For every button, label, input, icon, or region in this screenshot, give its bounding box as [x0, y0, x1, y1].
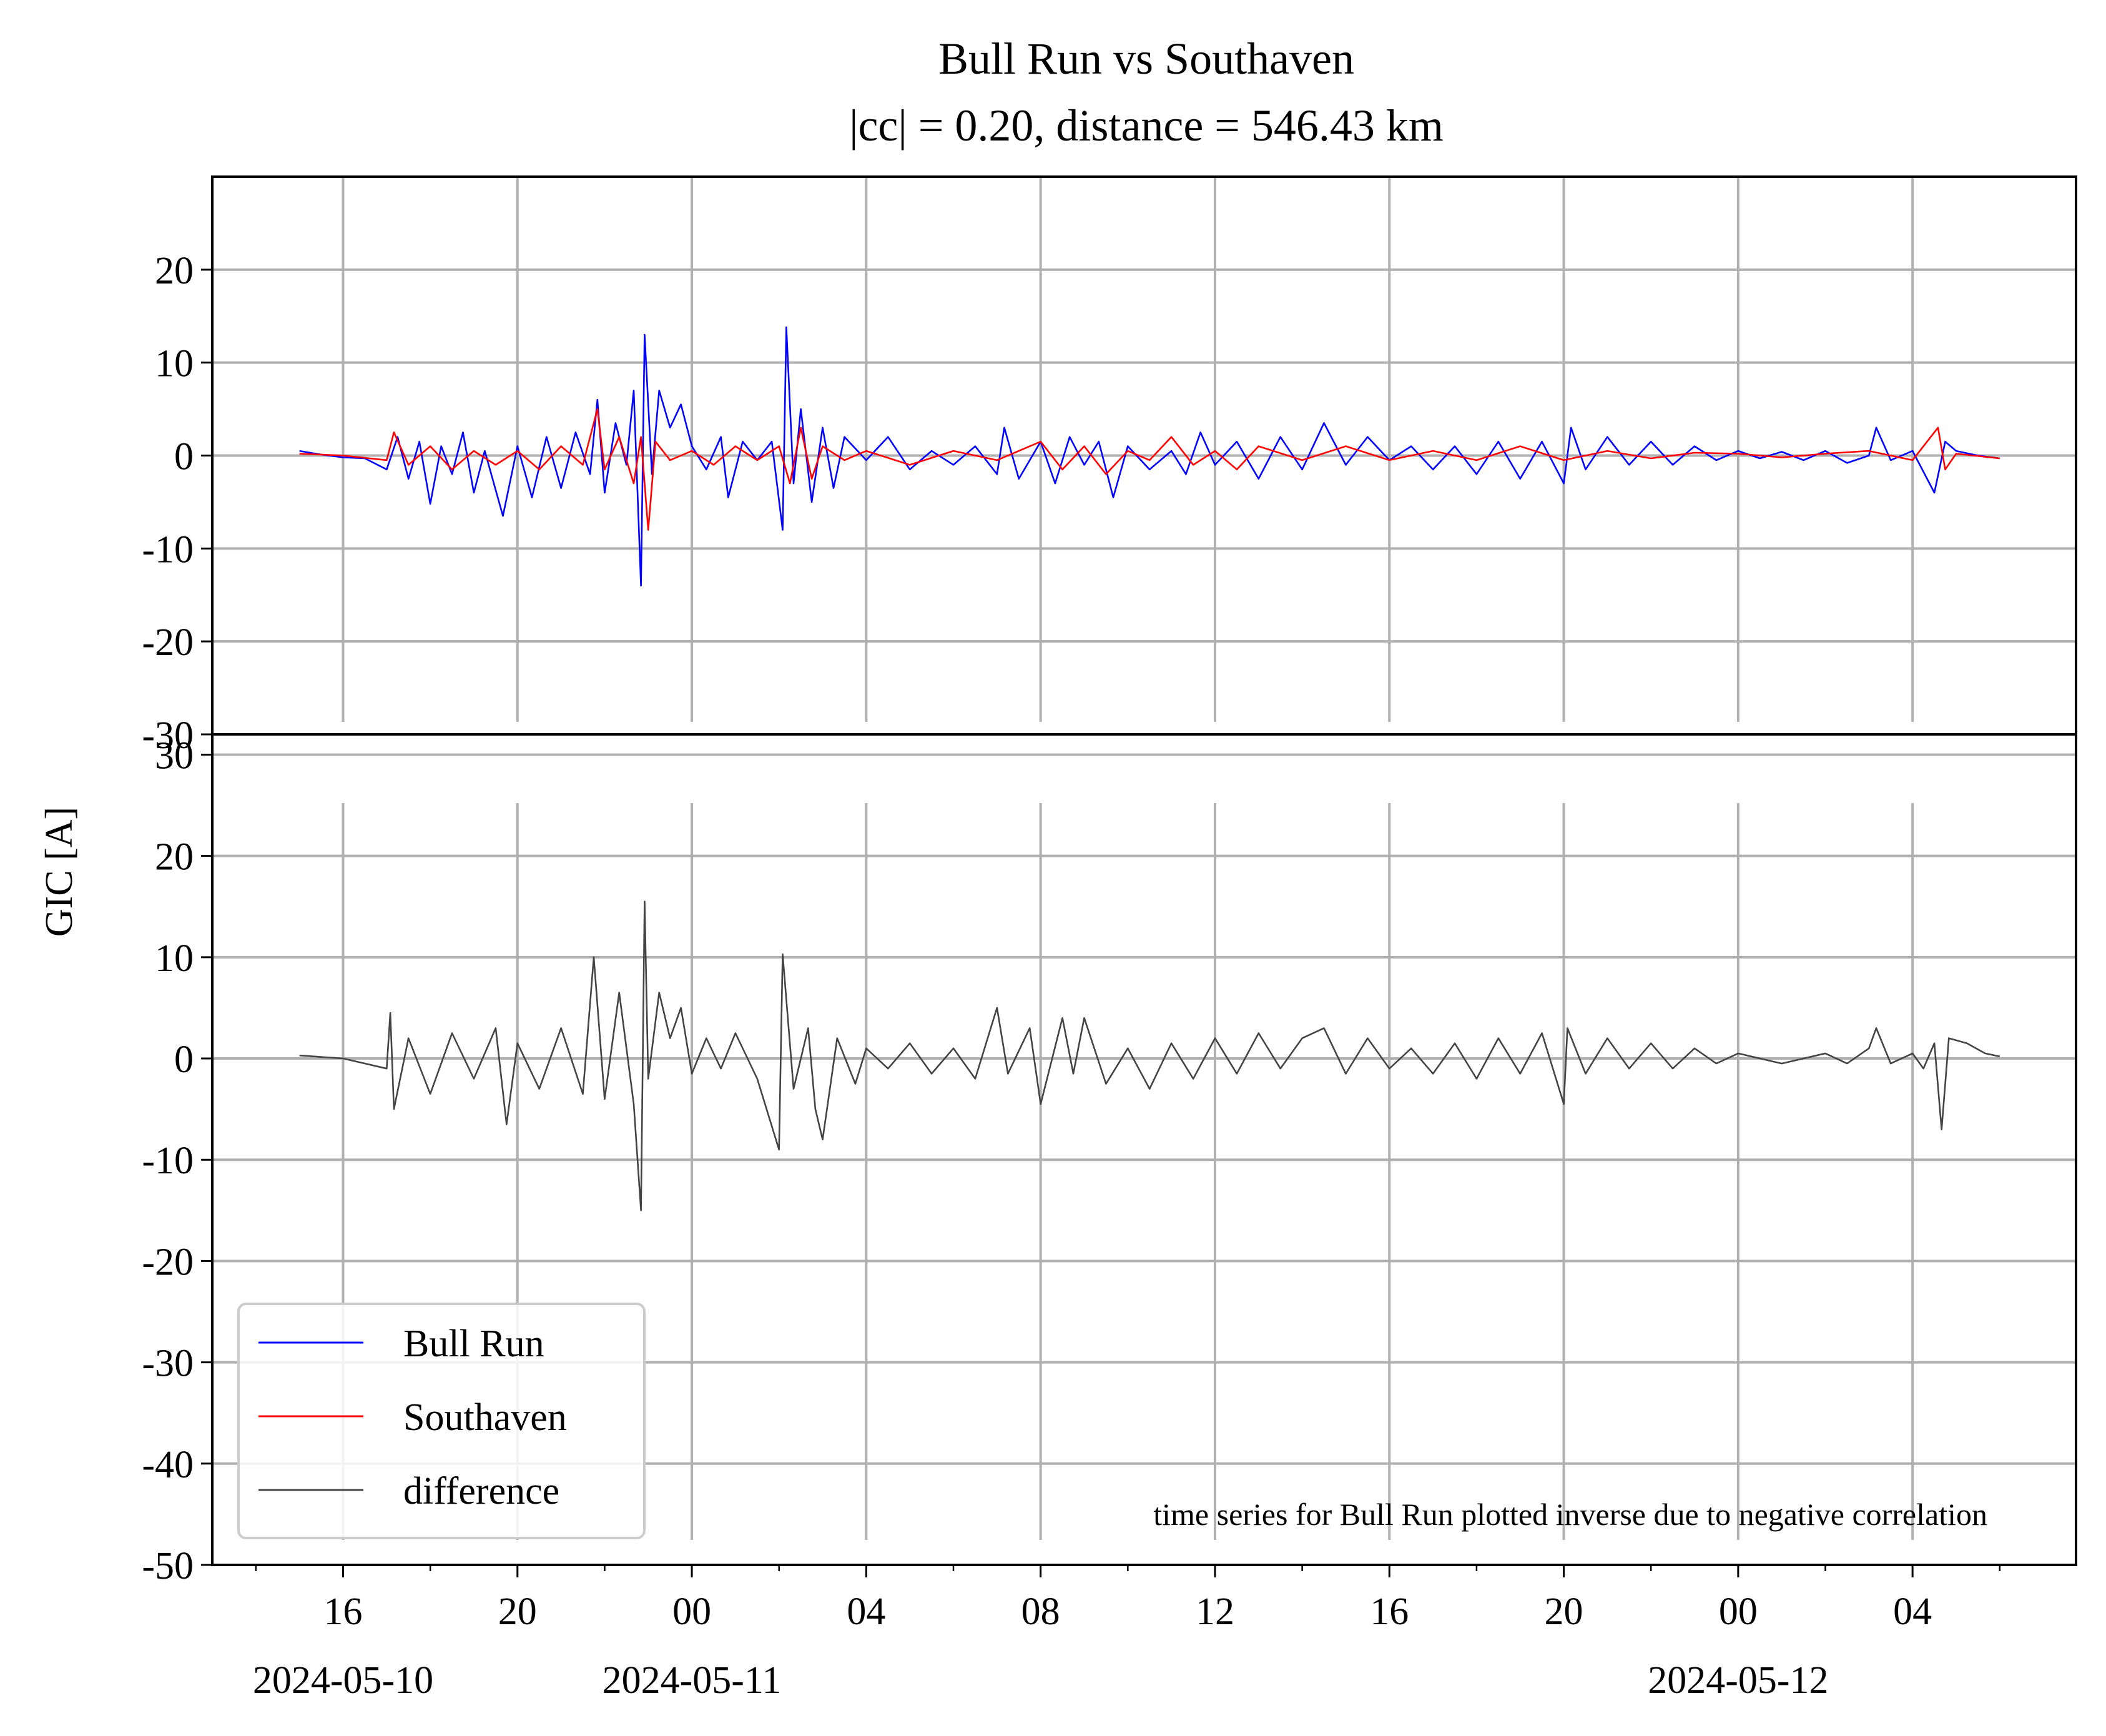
- y-tick-label: -10: [142, 1140, 194, 1182]
- legend-label-southaven: Southaven: [403, 1396, 567, 1439]
- y-tick-label: 10: [155, 343, 194, 385]
- x-tick-label: 20: [1545, 1591, 1583, 1633]
- y-tick-label: 20: [155, 836, 194, 879]
- y-tick-label: -50: [142, 1545, 194, 1587]
- series-line-bull-run: [299, 326, 2000, 587]
- lines-top-panel: [299, 326, 2000, 587]
- legend-label-bull-run: Bull Run: [403, 1323, 544, 1365]
- x-tick-label: 12: [1196, 1591, 1234, 1633]
- y-tick-label: 30: [155, 734, 194, 777]
- legend: Bull Run Southaven difference: [237, 1303, 646, 1539]
- inverse-plot-note: time series for Bull Run plotted inverse…: [1153, 1497, 1987, 1532]
- y-tick-label: -10: [142, 528, 194, 571]
- x-date-label: 2024-05-11: [603, 1659, 782, 1702]
- y-tick-label: -30: [142, 714, 194, 757]
- x-tick-label: 16: [323, 1591, 362, 1633]
- y-tick-label: -20: [142, 1241, 194, 1283]
- y-tick-label: 0: [174, 436, 194, 478]
- tick-labels: 20100-10-20-303020100-10-20-30-40-501620…: [142, 250, 1932, 1702]
- legend-box: [237, 1303, 646, 1539]
- x-tick-label: 00: [1719, 1591, 1758, 1633]
- x-tick-label: 20: [498, 1591, 537, 1633]
- y-tick-label: 10: [155, 937, 194, 980]
- chart-title: Bull Run vs Southaven: [938, 34, 1354, 84]
- x-tick-label: 04: [1893, 1591, 1932, 1633]
- axes-frame-panel-2: [211, 733, 2077, 1566]
- y-axis-label: GIC [A]: [38, 807, 81, 937]
- x-tick-label: 00: [672, 1591, 711, 1633]
- series-line-southaven: [299, 408, 2000, 531]
- x-date-label: 2024-05-12: [1648, 1659, 1828, 1702]
- legend-label-difference: difference: [403, 1470, 559, 1512]
- x-tick-label: 08: [1021, 1591, 1060, 1633]
- axes-frame: [201, 175, 2077, 1577]
- series-line-difference: [299, 900, 2000, 1211]
- y-tick-label: 0: [174, 1038, 194, 1081]
- x-date-label: 2024-05-10: [253, 1659, 433, 1702]
- chart-subtitle: |cc| = 0.20, distance = 546.43 km: [849, 101, 1444, 150]
- lines-bottom-panel: [299, 900, 2000, 1211]
- x-tick-label: 04: [847, 1591, 885, 1633]
- x-tick-label: 16: [1370, 1591, 1409, 1633]
- y-tick-label: -20: [142, 621, 194, 664]
- y-tick-label: 20: [155, 250, 194, 292]
- y-tick-label: -40: [142, 1444, 194, 1486]
- y-tick-label: -30: [142, 1343, 194, 1385]
